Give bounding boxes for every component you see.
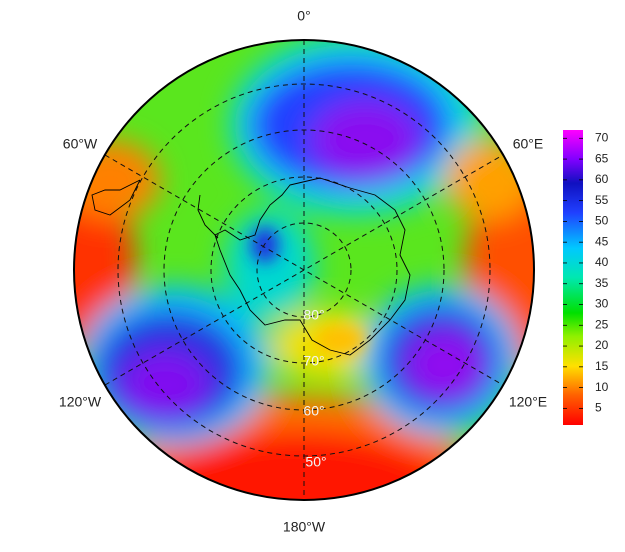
colorbar-tick-label: 15 xyxy=(595,359,609,373)
longitude-label: 60°W xyxy=(63,136,98,152)
field xyxy=(74,40,534,500)
colorbar-tick-label: 45 xyxy=(595,234,609,248)
colorbar xyxy=(563,130,583,425)
colorbar-tick-label: 65 xyxy=(595,151,609,165)
latitude-label: 70° xyxy=(303,353,324,369)
colorbar-tick-label: 30 xyxy=(595,297,609,311)
colorbar-tick-label: 5 xyxy=(595,401,602,415)
latitude-label: 60° xyxy=(303,403,324,419)
latitude-label: 50° xyxy=(305,454,326,470)
colorbar-tick-label: 60 xyxy=(595,172,609,186)
colorbar-tick-label: 55 xyxy=(595,193,609,207)
coastline xyxy=(91,177,411,356)
colorbar-tick-label: 50 xyxy=(595,214,609,228)
colorbar-tick-label: 10 xyxy=(595,380,609,394)
colorbar-tick-label: 25 xyxy=(595,317,609,331)
map-boundary xyxy=(73,39,535,501)
longitude-label: 180°W xyxy=(283,519,326,535)
latitude-label: 80° xyxy=(303,307,324,323)
longitude-label: 0° xyxy=(297,8,310,24)
colorbar-tick-label: 20 xyxy=(595,338,609,352)
graticule xyxy=(104,40,504,500)
colorbar-tick-label: 40 xyxy=(595,255,609,269)
colorbar-tick-label: 35 xyxy=(595,276,609,290)
longitude-label: 120°E xyxy=(509,394,547,410)
colorbar-tick-label: 70 xyxy=(595,130,609,144)
longitude-label: 120°W xyxy=(59,394,102,410)
longitude-label: 60°E xyxy=(513,136,544,152)
